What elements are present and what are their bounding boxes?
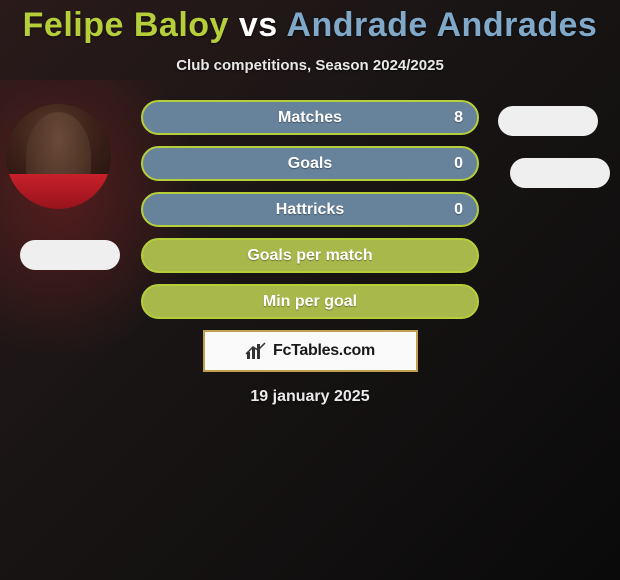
stat-bar-label: Min per goal [263,293,357,311]
stat-bar-label: Goals [288,155,332,173]
stat-bar: Goals 0 [141,146,479,181]
stat-bar-value: 0 [454,201,463,219]
date-label: 19 january 2025 [0,388,620,406]
page-title: Felipe Baloy vs Andrade Andrades [0,6,620,45]
bar-chart-icon [245,342,267,360]
stat-bar: Hattricks 0 [141,192,479,227]
stats-area: Matches 8 Goals 0 Hattricks 0 Goals per match M… [0,100,620,406]
stat-bar-value: 8 [454,109,463,127]
title-player1: Felipe Baloy [23,6,229,44]
logo-text: FcTables.com [273,342,375,360]
subtitle: Club competitions, Season 2024/2025 [0,57,620,74]
fctables-logo[interactable]: FcTables.com [203,330,418,372]
stat-bar: Matches 8 [141,100,479,135]
player1-avatar [6,104,111,209]
stat-bar-label: Hattricks [276,201,344,219]
stat-bar-label: Matches [278,109,342,127]
title-vs: vs [239,6,278,44]
player2-pill-2 [510,158,610,188]
player1-pill-1 [20,240,120,270]
stat-bar: Min per goal [141,284,479,319]
comparison-card: Felipe Baloy vs Andrade Andrades Club co… [0,0,620,406]
title-player2: Andrade Andrades [286,6,597,44]
player2-pill-1 [498,106,598,136]
stat-bar-value: 0 [454,155,463,173]
stat-bar-label: Goals per match [247,247,372,265]
stat-bar: Goals per match [141,238,479,273]
